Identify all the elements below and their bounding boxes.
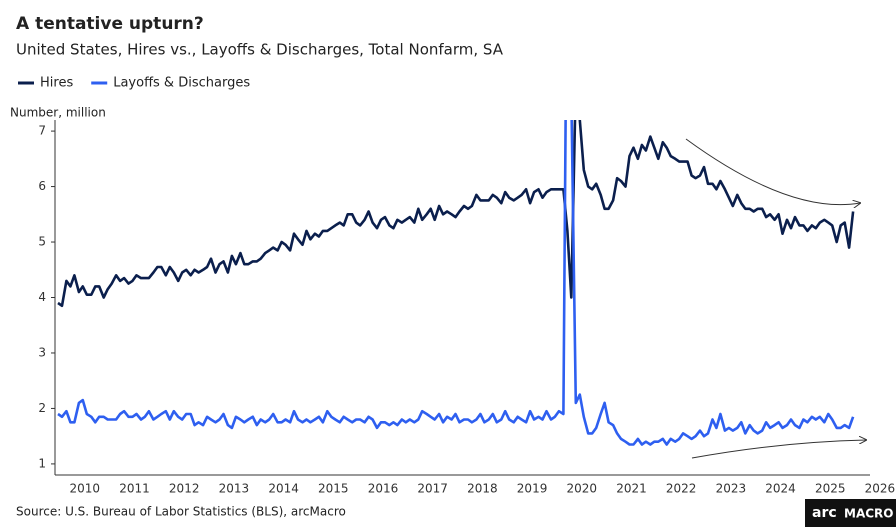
- chart-title: A tentative upturn?: [16, 14, 204, 34]
- logo-arc: arc: [812, 505, 837, 521]
- x-tick-label: 2016: [368, 482, 399, 496]
- x-tick-label: 2023: [716, 482, 747, 496]
- x-tick-label: 2022: [666, 482, 697, 496]
- x-tick-label: 2025: [815, 482, 846, 496]
- chart-subtitle: United States, Hires vs., Layoffs & Disc…: [16, 41, 504, 59]
- x-tick-label: 2020: [566, 482, 597, 496]
- y-tick-label: 1: [38, 456, 46, 470]
- y-tick-label: 5: [38, 235, 46, 249]
- legend-label: Layoffs & Discharges: [113, 76, 250, 91]
- series-line: [57, 120, 855, 446]
- x-tick-label: 2024: [765, 482, 796, 496]
- legend-label: Hires: [40, 76, 73, 91]
- y-tick-label: 2: [38, 401, 46, 415]
- trend-arrow: [685, 138, 860, 205]
- x-tick-label: 2019: [517, 482, 548, 496]
- y-tick-label: 7: [38, 124, 46, 138]
- x-tick-label: 2018: [467, 482, 498, 496]
- plot-area: [57, 120, 855, 446]
- x-tick-label: 2012: [169, 482, 200, 496]
- y-tick-label: 4: [38, 290, 46, 304]
- source: Source: U.S. Bureau of Labor Statistics …: [16, 505, 346, 519]
- y-axis-label: Number, million: [10, 106, 106, 120]
- x-tick-label: 2010: [70, 482, 101, 496]
- x-tick-label: 2026: [865, 482, 896, 496]
- x-tick-label: 2013: [219, 482, 250, 496]
- y-tick-label: 3: [38, 345, 46, 359]
- trend-arrow: [691, 440, 866, 459]
- x-tick-label: 2015: [318, 482, 349, 496]
- x-tick-label: 2017: [417, 482, 448, 496]
- x-tick-label: 2014: [268, 482, 299, 496]
- x-tick-label: 2021: [616, 482, 647, 496]
- x-tick-label: 2011: [119, 482, 150, 496]
- y-tick-label: 6: [38, 179, 46, 193]
- logo-macro: MACRO: [844, 507, 893, 521]
- logo-box: [805, 499, 896, 527]
- series-line: [57, 120, 855, 308]
